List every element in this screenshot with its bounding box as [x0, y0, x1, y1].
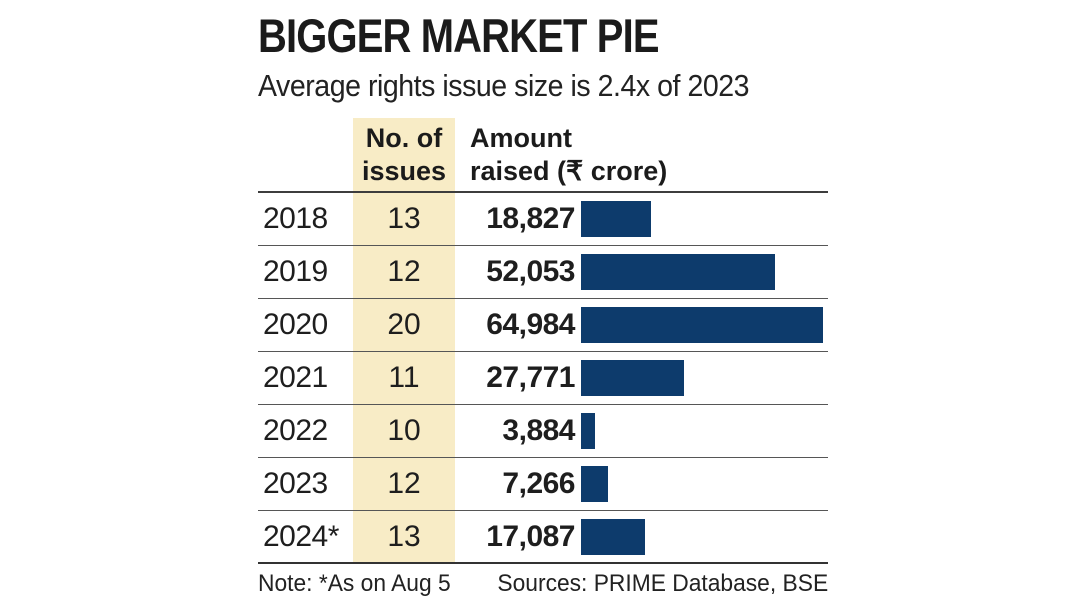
amount-bar [581, 466, 608, 502]
amount-cell: 27,771 [486, 361, 575, 394]
bar-track [581, 201, 828, 237]
sources-credit: Sources: PRIME Database, BSE [497, 570, 828, 597]
bar-track [581, 307, 828, 343]
bar-track [581, 360, 828, 396]
issues-header-line1: No. of [365, 123, 443, 153]
table-header-row: No. of issues Amount raised (₹ crore) [258, 118, 828, 193]
issues-cell: 13 [387, 202, 421, 235]
issues-cell: 20 [387, 308, 421, 341]
table-row: 2024* 13 17,087 [258, 511, 828, 564]
amount-bar [581, 360, 684, 396]
issues-header-line2: issues [361, 156, 447, 186]
amount-cell: 18,827 [486, 202, 575, 235]
page-title: BIGGER MARKET PIE [258, 9, 659, 62]
amount-bar [581, 201, 651, 237]
page-subtitle: Average rights issue size is 2.4x of 202… [258, 68, 750, 103]
issues-column-header: No. of issues [353, 122, 455, 188]
amount-cell: 64,984 [486, 308, 575, 341]
table-row: 2021 11 27,771 [258, 352, 828, 405]
table-body: 2018 13 18,827 2019 12 52,053 2020 20 64… [258, 193, 828, 564]
amount-bar [581, 307, 823, 343]
amount-cell: 52,053 [486, 255, 575, 288]
amount-bar [581, 518, 645, 555]
year-cell: 2020 [263, 308, 328, 341]
bar-track [581, 254, 828, 290]
issues-cell: 13 [387, 519, 421, 553]
amount-column-header: Amount raised (₹ crore) [455, 122, 828, 188]
footnote: Note: *As on Aug 5 [258, 570, 451, 597]
issues-cell: 12 [387, 255, 421, 288]
table-row: 2022 10 3,884 [258, 405, 828, 458]
amount-cell: 3,884 [502, 414, 575, 447]
table-row: 2023 12 7,266 [258, 458, 828, 511]
year-cell: 2021 [263, 361, 328, 394]
market-pie-graphic: BIGGER MARKET PIE Average rights issue s… [258, 10, 828, 599]
footer: Note: *As on Aug 5 Sources: PRIME Databa… [258, 569, 828, 599]
amount-bar [581, 254, 775, 290]
year-cell: 2024* [263, 519, 339, 553]
issues-cell: 11 [388, 361, 420, 394]
year-cell: 2019 [263, 255, 328, 288]
amount-bar [581, 413, 595, 449]
year-cell: 2022 [263, 414, 328, 447]
issues-cell: 12 [387, 467, 421, 500]
amount-header-line1: Amount [470, 123, 572, 153]
table-row: 2020 20 64,984 [258, 299, 828, 352]
amount-cell: 7,266 [502, 467, 575, 500]
table-row: 2018 13 18,827 [258, 193, 828, 246]
amount-header-line2: raised (₹ crore) [470, 156, 668, 186]
bar-track [581, 413, 828, 449]
amount-cell: 17,087 [486, 519, 575, 553]
table-row: 2019 12 52,053 [258, 246, 828, 299]
data-table: No. of issues Amount raised (₹ crore) 20… [258, 118, 828, 564]
issues-cell: 10 [387, 414, 421, 447]
year-cell: 2023 [263, 467, 328, 500]
bar-track [581, 518, 828, 555]
year-cell: 2018 [263, 202, 328, 235]
bar-track [581, 466, 828, 502]
